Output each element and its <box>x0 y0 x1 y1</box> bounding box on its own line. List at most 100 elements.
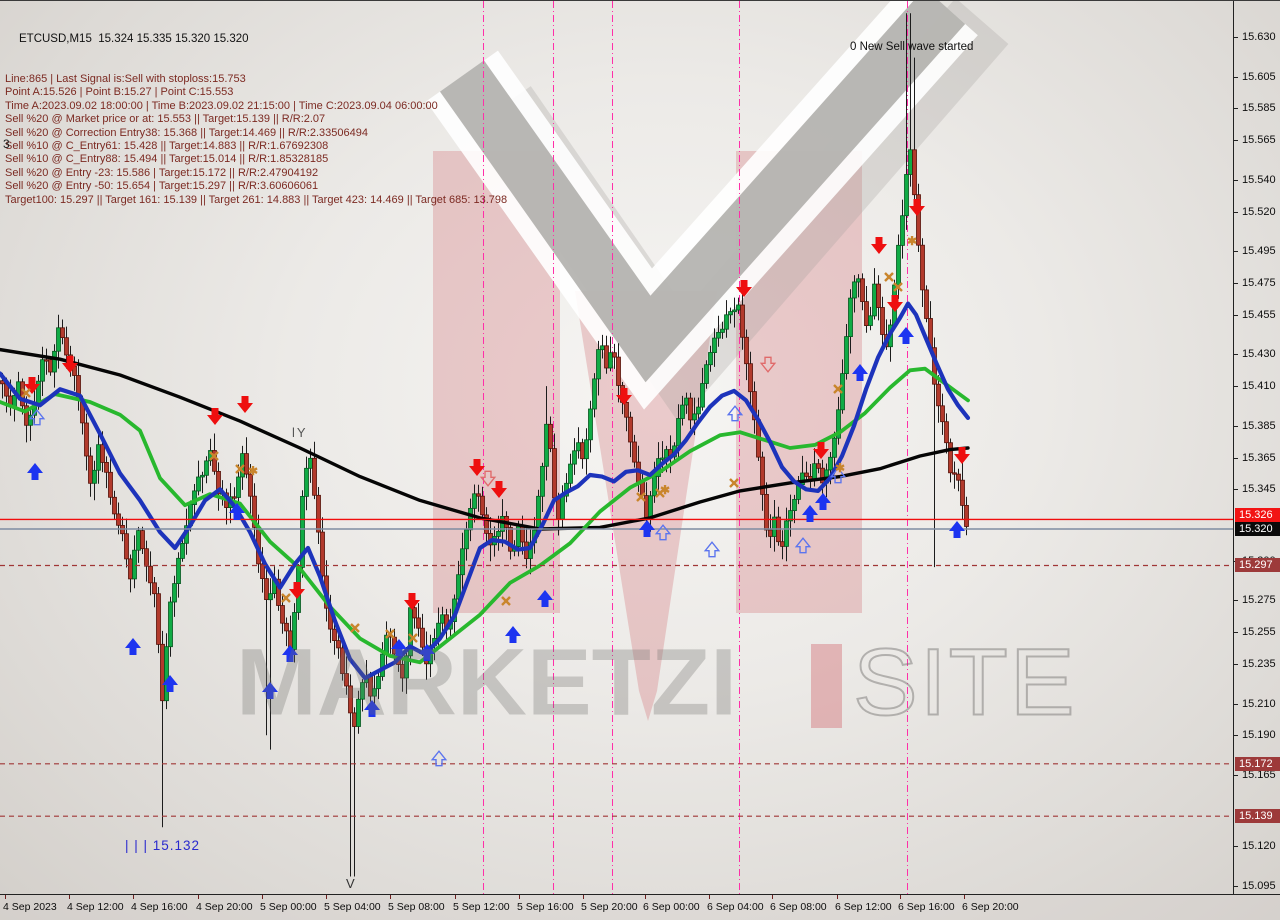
time-tick <box>772 895 773 899</box>
time-label: 5 Sep 00:00 <box>260 901 317 913</box>
sell-arrow-icon <box>404 593 420 610</box>
buy-arrow-icon <box>639 520 655 537</box>
sell-arrow-icon <box>909 199 925 216</box>
x-cross-icon <box>235 464 245 474</box>
brand-logo <box>426 1 1009 721</box>
tick-dash <box>1234 735 1238 736</box>
v-wave-marker: V <box>346 876 355 891</box>
buy-arrow-icon <box>505 626 521 643</box>
price-tick: 15.255 <box>1234 625 1280 639</box>
signal-line: Sell %20 @ Entry -50: 15.654 | Target:15… <box>5 180 319 193</box>
buy-arrow-icon <box>949 521 965 538</box>
ly-object-marker: lY <box>292 425 308 440</box>
price-badge: 15.320 <box>1235 522 1280 536</box>
time-label: 6 Sep 12:00 <box>835 901 892 913</box>
x-cross-icon <box>21 388 31 398</box>
sell-arrow-icon <box>491 481 507 498</box>
time-tick <box>5 895 6 899</box>
sell-arrow-icon <box>24 377 40 394</box>
price-tick: 15.455 <box>1234 308 1280 322</box>
tick-dash <box>1234 77 1238 78</box>
time-label: 6 Sep 16:00 <box>898 901 955 913</box>
time-tick <box>390 895 391 899</box>
sell-arrow-icon <box>887 295 903 312</box>
buy-arrow-icon <box>391 639 407 656</box>
time-tick <box>519 895 520 899</box>
price-axis[interactable]: 15.630 15.605 15.585 15.565 15.540 15.520 15.4… <box>1233 1 1280 894</box>
sell-arrow-icon <box>736 280 752 297</box>
x-cross-icon <box>385 629 395 639</box>
tick-dash <box>1234 140 1238 141</box>
x-cross-icon <box>884 272 894 282</box>
sell-outline-arrow-icon <box>759 356 777 373</box>
buy-arrow-icon <box>419 644 435 661</box>
tick-dash <box>1234 664 1238 665</box>
time-tick <box>198 895 199 899</box>
signal-markers: ✱ ✱ ✱ ✱ <box>21 199 970 767</box>
price-badge: 15.139 <box>1235 809 1280 823</box>
sell-outline-arrow-icon <box>479 470 497 487</box>
buy-outline-arrow-icon <box>430 750 448 767</box>
price-tick: 15.210 <box>1234 697 1280 711</box>
sell-arrow-icon <box>207 408 223 425</box>
sell-wave-annotation: 0 New Sell wave started <box>850 41 974 53</box>
price-tick: 15.605 <box>1234 70 1280 84</box>
buy-arrow-icon <box>852 364 868 381</box>
time-label: 5 Sep 20:00 <box>581 901 638 913</box>
buy-arrow-icon <box>27 463 43 480</box>
tick-dash <box>1234 426 1238 427</box>
buy-arrow-icon <box>229 503 245 520</box>
symbol-quote-line: ETCUSD,M15 15.324 15.335 15.320 15.320 <box>19 32 249 45</box>
price-badge: 15.326 <box>1235 508 1280 522</box>
star-icon: ✱ <box>835 461 845 475</box>
time-label: 4 Sep 2023 <box>3 901 57 913</box>
tick-dash <box>1234 632 1238 633</box>
star-icon: ✱ <box>907 234 917 248</box>
price-tick: 15.410 <box>1234 379 1280 393</box>
price-tick: 15.365 <box>1234 451 1280 465</box>
signal-line: Line:865 | Last Signal is:Sell with stop… <box>5 73 246 86</box>
tick-dash <box>1234 315 1238 316</box>
time-tick <box>900 895 901 899</box>
buy-arrow-icon <box>537 590 553 607</box>
time-tick <box>837 895 838 899</box>
buy-arrow-icon <box>802 505 818 522</box>
tick-dash <box>1234 354 1238 355</box>
sell-arrow-icon <box>813 442 829 459</box>
buy-arrow-icon <box>815 493 831 510</box>
sell-arrow-icon <box>289 582 305 599</box>
signal-line: Point A:15.526 | Point B:15.27 | Point C… <box>5 86 234 99</box>
time-tick <box>964 895 965 899</box>
time-tick <box>583 895 584 899</box>
buy-outline-arrow-icon <box>28 409 46 426</box>
tick-dash <box>1234 251 1238 252</box>
swing-low-label: | | | 15.132 <box>125 838 201 853</box>
chart-canvas[interactable]: ✱ ✱ ✱ ✱ <box>0 1 1233 894</box>
price-tick: 15.385 <box>1234 419 1280 433</box>
tick-dash <box>1234 180 1238 181</box>
time-label: 6 Sep 08:00 <box>770 901 827 913</box>
time-tick <box>69 895 70 899</box>
time-label: 4 Sep 16:00 <box>131 901 188 913</box>
price-tick: 15.275 <box>1234 593 1280 607</box>
time-label: 4 Sep 12:00 <box>67 901 124 913</box>
time-axis[interactable]: 4 Sep 2023 4 Sep 12:00 4 Sep 16:00 4 Sep 20… <box>0 894 1280 920</box>
tick-dash <box>1234 458 1238 459</box>
time-label: 5 Sep 16:00 <box>517 901 574 913</box>
time-label: 6 Sep 00:00 <box>643 901 700 913</box>
signal-line: Time A:2023.09.02 18:00:00 | Time B:2023… <box>5 99 438 112</box>
price-badge: 15.297 <box>1235 558 1280 572</box>
time-tick <box>133 895 134 899</box>
buy-arrow-icon <box>262 682 278 699</box>
price-badge: 15.172 <box>1235 757 1280 771</box>
tick-dash <box>1234 846 1238 847</box>
time-label: 6 Sep 04:00 <box>707 901 764 913</box>
signal-lines: Line:865 | Last Signal is:Sell with stop… <box>5 73 507 207</box>
buy-outline-arrow-icon <box>829 467 847 484</box>
buy-outline-arrow-icon <box>794 537 812 554</box>
tick-dash <box>1234 600 1238 601</box>
signal-line: Sell %20 @ Correction Entry38: 15.368 ||… <box>5 126 368 139</box>
x-cross-icon <box>636 492 646 502</box>
price-tick: 15.430 <box>1234 347 1280 361</box>
